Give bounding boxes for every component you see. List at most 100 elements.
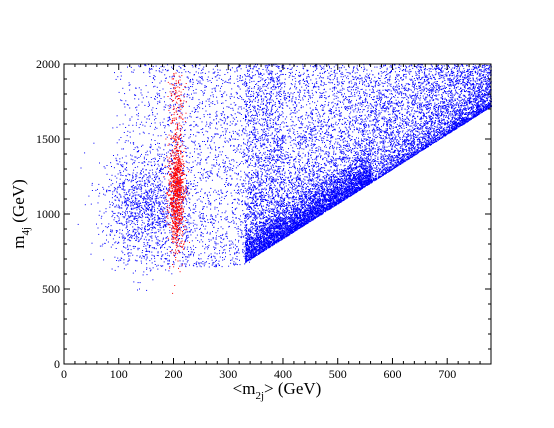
data-point (412, 122, 414, 124)
data-point (282, 155, 284, 157)
data-point (312, 129, 314, 131)
data-point (383, 106, 385, 108)
data-point (363, 130, 365, 132)
data-point (375, 101, 377, 102)
data-point (401, 91, 403, 93)
data-point (310, 171, 312, 173)
data-point (294, 181, 296, 183)
data-point (381, 116, 383, 118)
data-point (372, 99, 374, 100)
data-point (450, 80, 452, 82)
data-point (480, 95, 482, 97)
data-point (485, 64, 487, 66)
data-point (298, 169, 300, 171)
data-point (468, 76, 470, 78)
data-point (255, 218, 257, 220)
data-point (484, 90, 486, 92)
data-point (370, 82, 372, 84)
data-point (318, 181, 320, 183)
data-point (387, 163, 389, 165)
data-point (323, 72, 325, 74)
data-point (324, 180, 326, 182)
data-point (281, 93, 282, 95)
data-point (448, 103, 450, 105)
data-point (329, 174, 331, 176)
data-point (389, 153, 391, 155)
data-point (328, 101, 330, 103)
data-point (382, 142, 384, 144)
data-point (317, 177, 319, 179)
data-point (290, 175, 292, 177)
data-point (423, 97, 425, 99)
data-point (394, 116, 396, 118)
data-point (445, 123, 446, 125)
data-point (477, 90, 479, 91)
data-point (289, 128, 291, 130)
data-point (418, 137, 420, 139)
data-point (375, 83, 377, 85)
data-point (484, 89, 486, 91)
data-point (365, 124, 367, 126)
data-point (248, 147, 250, 149)
data-point (408, 149, 410, 151)
data-point (388, 121, 390, 123)
data-point (445, 72, 447, 74)
data-point (282, 214, 284, 216)
data-point (482, 102, 484, 104)
data-point (373, 138, 375, 140)
data-point (317, 118, 319, 120)
data-point (307, 126, 309, 128)
data-point (402, 149, 404, 150)
data-point (300, 139, 302, 141)
data-point (458, 95, 460, 97)
data-point (336, 143, 338, 145)
data-point (376, 104, 378, 106)
data-point (438, 105, 440, 107)
data-point (337, 138, 339, 140)
data-point (309, 127, 311, 129)
data-point (394, 110, 396, 112)
data-point (246, 154, 248, 156)
data-point (404, 97, 406, 99)
data-point (337, 141, 339, 143)
data-point (269, 201, 271, 203)
data-point (279, 182, 281, 184)
data-point (329, 108, 331, 110)
data-point (343, 88, 345, 90)
data-point (317, 207, 319, 208)
data-point (412, 142, 414, 144)
data-point (421, 64, 423, 66)
data-point (341, 160, 342, 162)
data-point (266, 110, 268, 111)
data-point (311, 161, 313, 163)
data-point (486, 107, 488, 109)
data-point (432, 96, 433, 98)
data-point (304, 142, 306, 144)
data-point (298, 148, 300, 150)
data-point (446, 120, 448, 122)
data-point (344, 99, 345, 101)
data-point (422, 109, 424, 111)
data-point (445, 87, 446, 89)
data-point (472, 84, 474, 85)
data-point (474, 80, 476, 82)
data-point (374, 141, 376, 143)
data-point (320, 147, 322, 149)
data-point (330, 70, 332, 72)
data-point (423, 90, 425, 92)
data-point (376, 168, 378, 170)
data-point (350, 108, 352, 110)
data-point (276, 160, 278, 162)
data-point (406, 102, 408, 104)
data-point (372, 163, 374, 165)
data-point (322, 72, 324, 74)
data-point (430, 123, 432, 125)
data-point (418, 98, 420, 100)
data-point (388, 167, 390, 169)
data-point (344, 93, 345, 95)
data-point (371, 160, 373, 162)
data-point (431, 120, 433, 122)
data-point (413, 129, 414, 131)
data-point (332, 203, 334, 205)
data-point (373, 159, 374, 160)
